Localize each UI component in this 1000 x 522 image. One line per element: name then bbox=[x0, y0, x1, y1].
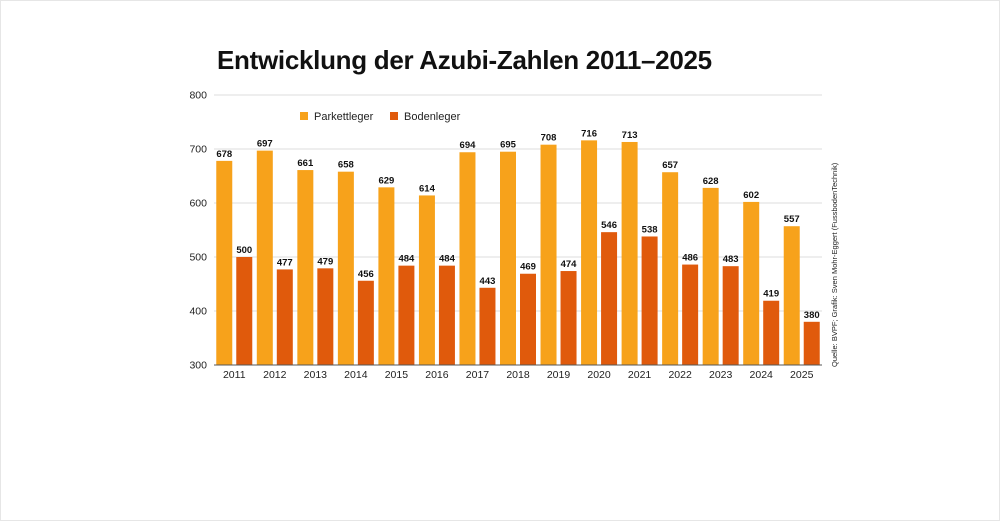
data-label: 678 bbox=[216, 149, 232, 160]
source-note: Quelle: BVPF; Grafik: Sven Mohr-Eggert (… bbox=[830, 162, 839, 367]
x-tick-label: 2017 bbox=[466, 369, 490, 381]
y-tick-label: 600 bbox=[189, 198, 207, 210]
x-tick-label: 2015 bbox=[385, 369, 409, 381]
data-label: 708 bbox=[541, 133, 557, 144]
data-label: 614 bbox=[419, 183, 436, 194]
bar-parkettleger bbox=[581, 140, 598, 365]
bar-bodenleger bbox=[763, 300, 780, 365]
data-label: 483 bbox=[723, 254, 739, 265]
data-label: 713 bbox=[622, 130, 638, 141]
data-label: 538 bbox=[642, 224, 658, 235]
y-tick-label: 300 bbox=[189, 360, 207, 372]
x-tick-label: 2018 bbox=[506, 369, 530, 381]
bar-parkettleger bbox=[500, 151, 516, 365]
data-label: 474 bbox=[561, 259, 578, 270]
bar-bodenleger bbox=[560, 271, 577, 365]
data-label: 697 bbox=[257, 139, 273, 150]
data-label: 456 bbox=[358, 269, 374, 280]
bar-parkettleger bbox=[378, 187, 395, 365]
data-label: 546 bbox=[601, 220, 617, 231]
bar-bodenleger bbox=[357, 280, 374, 365]
bar-parkettleger bbox=[418, 195, 435, 365]
bar-parkettleger bbox=[216, 160, 233, 365]
y-tick-label: 400 bbox=[189, 306, 207, 318]
bar-parkettleger bbox=[702, 187, 719, 365]
y-tick-label: 500 bbox=[189, 252, 207, 264]
bar-bodenleger bbox=[236, 257, 253, 365]
x-tick-label: 2024 bbox=[750, 369, 774, 381]
data-label: 657 bbox=[662, 160, 678, 171]
x-tick-label: 2025 bbox=[790, 369, 814, 381]
bar-parkettleger bbox=[459, 152, 476, 365]
bar-bodenleger bbox=[641, 236, 658, 365]
data-label: 628 bbox=[703, 176, 719, 187]
data-label: 419 bbox=[763, 289, 779, 300]
x-tick-label: 2020 bbox=[587, 369, 611, 381]
data-label: 380 bbox=[804, 310, 820, 321]
bar-parkettleger bbox=[662, 172, 679, 365]
x-tick-label: 2012 bbox=[263, 369, 287, 381]
x-tick-label: 2021 bbox=[628, 369, 652, 381]
y-tick-label: 800 bbox=[189, 90, 207, 102]
legend-label: Parkettleger bbox=[314, 111, 374, 123]
data-label: 484 bbox=[439, 254, 456, 265]
bar-parkettleger bbox=[540, 144, 557, 365]
data-label: 694 bbox=[460, 140, 477, 151]
data-label: 716 bbox=[581, 128, 597, 139]
y-tick-label: 700 bbox=[189, 144, 207, 156]
x-tick-label: 2013 bbox=[304, 369, 328, 381]
bar-bodenleger bbox=[276, 269, 293, 365]
bar-bodenleger bbox=[601, 232, 618, 365]
bar-parkettleger bbox=[297, 170, 314, 365]
data-label: 557 bbox=[784, 214, 800, 225]
x-tick-label: 2023 bbox=[709, 369, 733, 381]
bar-parkettleger bbox=[783, 226, 800, 365]
data-label: 443 bbox=[480, 276, 496, 287]
bar-bodenleger bbox=[479, 287, 496, 365]
bar-parkettleger bbox=[621, 141, 638, 365]
bar-parkettleger bbox=[337, 171, 354, 365]
data-label: 479 bbox=[317, 256, 333, 267]
data-label: 477 bbox=[277, 257, 293, 268]
legend-label: Bodenleger bbox=[404, 111, 461, 123]
x-tick-label: 2019 bbox=[547, 369, 571, 381]
data-label: 658 bbox=[338, 160, 354, 171]
legend-swatch bbox=[390, 112, 398, 120]
bar-bodenleger bbox=[317, 268, 334, 365]
bar-bodenleger bbox=[398, 265, 415, 365]
data-label: 469 bbox=[520, 262, 536, 273]
bar-bodenleger bbox=[438, 265, 455, 365]
data-label: 486 bbox=[682, 253, 698, 264]
data-label: 661 bbox=[297, 158, 314, 169]
data-label: 500 bbox=[236, 245, 252, 256]
bar-bodenleger bbox=[682, 264, 699, 365]
data-label: 602 bbox=[743, 190, 759, 201]
x-tick-label: 2022 bbox=[668, 369, 692, 381]
x-tick-label: 2014 bbox=[344, 369, 368, 381]
chart-title: Entwicklung der Azubi-Zahlen 2011–2025 bbox=[217, 45, 712, 75]
data-label: 629 bbox=[378, 175, 394, 186]
data-label: 484 bbox=[398, 254, 415, 265]
bar-parkettleger bbox=[743, 201, 760, 365]
legend-swatch bbox=[300, 112, 308, 120]
bar-bodenleger bbox=[520, 273, 536, 365]
bar-bodenleger bbox=[803, 321, 820, 365]
x-tick-label: 2016 bbox=[425, 369, 449, 381]
bar-parkettleger bbox=[256, 150, 273, 365]
x-tick-label: 2011 bbox=[223, 369, 246, 381]
data-label: 695 bbox=[500, 140, 517, 151]
bar-bodenleger bbox=[722, 266, 739, 365]
